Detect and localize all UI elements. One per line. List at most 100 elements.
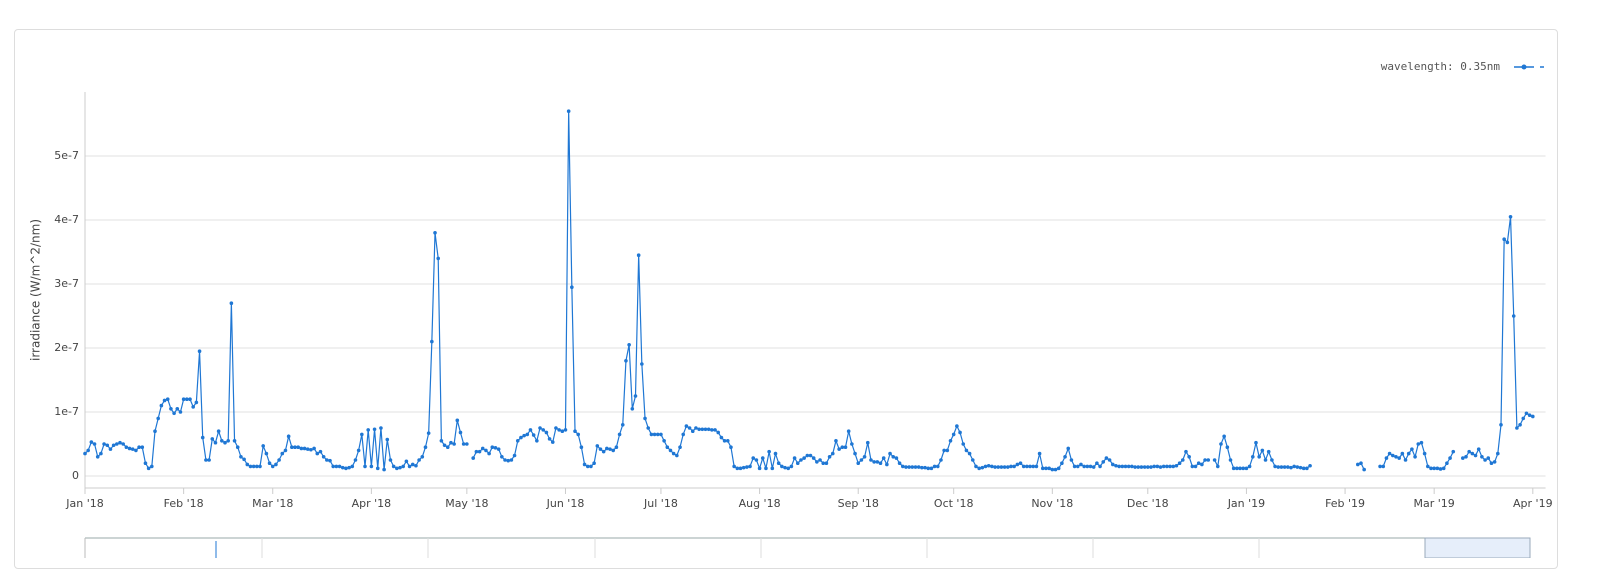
- data-point: [659, 432, 663, 437]
- data-point: [305, 447, 310, 451]
- data-point: [1165, 464, 1169, 469]
- data-point: [1285, 465, 1290, 469]
- data-point: [891, 455, 896, 459]
- data-point: [1308, 463, 1312, 468]
- data-point: [1406, 451, 1411, 456]
- y-tick-label: 4e-7: [54, 213, 79, 226]
- data-point: [1056, 466, 1061, 471]
- data-point: [512, 453, 517, 458]
- data-point: [165, 397, 170, 402]
- data-point: [1095, 461, 1099, 466]
- data-point: [178, 410, 183, 414]
- data-point: [1139, 465, 1144, 469]
- data-point: [439, 439, 444, 443]
- data-point: [1034, 464, 1039, 469]
- data-point: [286, 434, 291, 439]
- data-point: [869, 458, 873, 462]
- data-point: [1050, 467, 1055, 472]
- data-point: [150, 464, 154, 469]
- data-point: [433, 231, 437, 235]
- data-point: [706, 427, 711, 432]
- data-point: [725, 439, 730, 443]
- data-point: [213, 440, 218, 445]
- data-point: [1282, 465, 1287, 469]
- navigator-window[interactable]: [1424, 537, 1531, 558]
- data-point: [885, 462, 889, 467]
- data-point: [1171, 464, 1176, 469]
- data-point: [1028, 464, 1032, 469]
- data-point: [95, 455, 100, 459]
- data-point: [767, 449, 771, 454]
- data-point: [649, 432, 654, 437]
- data-point: [1429, 466, 1433, 471]
- data-point: [315, 451, 320, 456]
- data-point: [541, 428, 546, 432]
- data-point: [770, 466, 775, 471]
- data-point: [675, 453, 679, 458]
- data-point: [1419, 440, 1424, 445]
- data-point: [630, 407, 635, 411]
- data-point: [713, 428, 717, 432]
- data-point: [1117, 464, 1121, 469]
- data-point: [608, 447, 612, 451]
- data-point: [1060, 461, 1064, 466]
- data-point: [1279, 465, 1284, 469]
- data-point: [681, 432, 686, 437]
- data-point: [821, 461, 826, 466]
- data-point: [748, 464, 752, 469]
- x-tick-label: Feb '18: [164, 497, 204, 510]
- data-point: [181, 397, 186, 402]
- x-tick-label: Oct '18: [934, 497, 974, 510]
- data-point: [595, 444, 600, 448]
- data-point: [703, 427, 708, 432]
- legend-label[interactable]: wavelength: 0.35nm: [1381, 60, 1501, 73]
- data-point: [996, 465, 1001, 469]
- data-point: [627, 343, 631, 347]
- data-point: [830, 451, 835, 456]
- data-point: [1063, 455, 1067, 459]
- data-point: [834, 439, 838, 443]
- data-point: [1212, 458, 1217, 462]
- x-tick-label: Mar '18: [252, 497, 293, 510]
- data-point: [1359, 461, 1363, 466]
- data-point: [773, 451, 778, 456]
- data-point: [235, 445, 240, 450]
- data-point: [1219, 442, 1223, 446]
- data-point: [544, 430, 549, 435]
- data-point: [1053, 467, 1058, 472]
- data-point: [102, 442, 106, 446]
- data-point: [277, 458, 281, 462]
- y-axis-title: irradiance (W/m^2/nm): [29, 219, 43, 361]
- data-point: [920, 465, 924, 470]
- data-point: [862, 455, 867, 459]
- data-point: [741, 465, 746, 470]
- data-point: [818, 458, 822, 462]
- data-point: [1432, 466, 1436, 471]
- data-point: [216, 429, 221, 434]
- data-point: [958, 430, 962, 435]
- data-point: [690, 429, 695, 434]
- data-point: [1044, 466, 1048, 471]
- data-point: [1273, 464, 1277, 469]
- data-point: [614, 445, 619, 450]
- data-point: [1508, 215, 1513, 219]
- data-point: [1161, 464, 1166, 469]
- data-point: [560, 429, 565, 434]
- y-tick-label: 5e-7: [54, 149, 79, 162]
- data-point: [1088, 464, 1093, 469]
- data-point: [1445, 461, 1449, 466]
- data-point: [452, 442, 456, 446]
- data-point: [436, 256, 441, 261]
- data-point: [175, 407, 180, 411]
- data-point: [671, 451, 676, 456]
- data-point: [296, 445, 300, 450]
- data-point: [121, 442, 125, 446]
- data-point: [840, 445, 845, 450]
- data-point: [977, 466, 981, 471]
- x-tick-label: Mar '19: [1414, 497, 1455, 510]
- data-point: [1130, 464, 1134, 469]
- data-point: [1416, 442, 1421, 446]
- x-tick-label: May '18: [445, 497, 488, 510]
- data-point: [86, 448, 90, 453]
